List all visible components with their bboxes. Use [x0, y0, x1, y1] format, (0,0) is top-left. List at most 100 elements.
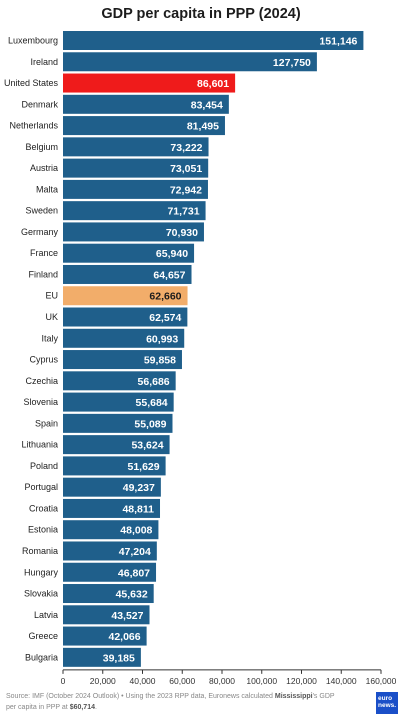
category-label: Malta — [36, 184, 58, 194]
bar — [63, 413, 173, 433]
bar-chart: Luxembourg 151,146 Ireland 127,750 United St… — [4, 31, 397, 686]
value-label: 42,066 — [108, 631, 140, 643]
value-label: 83,454 — [191, 99, 223, 111]
x-tick-label: 20,000 — [90, 676, 116, 686]
category-label: Estonia — [28, 525, 58, 535]
bar — [63, 392, 174, 412]
bar — [63, 371, 176, 391]
category-label: Ireland — [30, 57, 58, 67]
value-label: 81,495 — [187, 121, 219, 133]
category-label: Germany — [21, 227, 59, 237]
bar — [63, 584, 154, 604]
value-label: 39,185 — [103, 652, 135, 664]
category-label: Italy — [41, 333, 58, 343]
category-label: Slovakia — [24, 589, 58, 599]
value-label: 55,089 — [134, 418, 166, 430]
value-label: 53,624 — [131, 440, 163, 452]
bar — [63, 498, 161, 518]
category-label: Cyprus — [29, 355, 58, 365]
bar — [63, 328, 185, 348]
category-label: Luxembourg — [8, 36, 58, 46]
bar — [63, 647, 141, 667]
bar — [63, 264, 192, 284]
value-label: 60,993 — [146, 333, 178, 345]
bar — [63, 541, 157, 561]
bar — [63, 116, 225, 136]
value-label: 55,684 — [136, 397, 168, 409]
value-label: 127,750 — [273, 57, 311, 69]
category-label: UK — [45, 312, 58, 322]
category-label: Portugal — [24, 482, 58, 492]
value-label: 59,858 — [144, 355, 176, 367]
bar — [63, 201, 206, 221]
category-label: Belgium — [25, 142, 58, 152]
bar — [63, 605, 150, 625]
logo-line-1: euro — [378, 695, 393, 702]
value-label: 46,807 — [118, 567, 150, 579]
x-tick-label: 40,000 — [130, 676, 156, 686]
category-label: Sweden — [25, 206, 58, 216]
category-label: Hungary — [24, 567, 59, 577]
x-tick-label: 120,000 — [286, 676, 317, 686]
value-label: 151,146 — [319, 36, 357, 48]
bar — [63, 94, 229, 114]
x-tick-label: 80,000 — [209, 676, 235, 686]
category-label: Romania — [22, 546, 58, 556]
category-label: Greece — [28, 631, 58, 641]
category-label: Lithuania — [21, 440, 58, 450]
category-label: Poland — [30, 461, 58, 471]
value-label: 48,008 — [120, 525, 152, 537]
source-middle: 's GDP per capita in PPP at — [6, 693, 335, 711]
value-label: 43,527 — [111, 610, 143, 622]
category-label: Slovenia — [23, 397, 58, 407]
value-label: 73,051 — [170, 163, 202, 175]
category-label: Croatia — [29, 503, 58, 513]
value-label: 62,574 — [149, 312, 181, 324]
chart-title: GDP per capita in PPP (2024) — [101, 6, 301, 22]
category-label: Finland — [28, 269, 58, 279]
bar — [63, 435, 170, 455]
source-prefix: Source: IMF (October 2024 Outlook) • Usi… — [6, 693, 275, 700]
bar — [63, 179, 208, 199]
bar — [63, 222, 204, 242]
value-label: 45,632 — [116, 589, 148, 601]
source-bold-state: Mississippi — [274, 693, 313, 700]
value-label: 47,204 — [119, 546, 151, 558]
x-tick-label: 60,000 — [169, 676, 195, 686]
category-label: France — [30, 248, 58, 258]
bar — [63, 137, 209, 157]
value-label: 65,940 — [156, 248, 188, 260]
logo-line-2: news. — [378, 702, 397, 709]
bar — [63, 243, 195, 263]
bar — [63, 456, 166, 476]
bar — [63, 350, 182, 370]
category-label: Latvia — [34, 610, 58, 620]
bar — [63, 626, 147, 646]
bar — [63, 307, 188, 327]
source-bold-value: $60,714 — [69, 704, 95, 711]
bar — [63, 52, 317, 72]
x-tick-label: 100,000 — [246, 676, 277, 686]
bar — [63, 286, 188, 306]
value-label: 73,222 — [170, 142, 202, 154]
value-label: 51,629 — [127, 461, 159, 473]
value-label: 56,686 — [138, 376, 170, 388]
euronews-logo: euro news. — [376, 692, 398, 714]
category-label: Austria — [30, 163, 58, 173]
bar — [63, 562, 157, 582]
category-label: Spain — [35, 418, 58, 428]
x-tick-label: 0 — [61, 676, 66, 686]
bar — [63, 158, 209, 178]
bar — [63, 73, 236, 93]
source-suffix: . — [95, 704, 97, 711]
category-label: Bulgaria — [25, 652, 58, 662]
x-tick-label: 160,000 — [366, 676, 397, 686]
value-label: 70,930 — [166, 227, 198, 239]
category-label: Netherlands — [9, 121, 58, 131]
x-tick-label: 140,000 — [326, 676, 357, 686]
value-label: 72,942 — [170, 184, 202, 196]
value-label: 49,237 — [123, 482, 155, 494]
bar — [63, 520, 159, 540]
category-label: Czechia — [25, 376, 58, 386]
source-note: Source: IMF (October 2024 Outlook) • Usi… — [6, 691, 346, 713]
